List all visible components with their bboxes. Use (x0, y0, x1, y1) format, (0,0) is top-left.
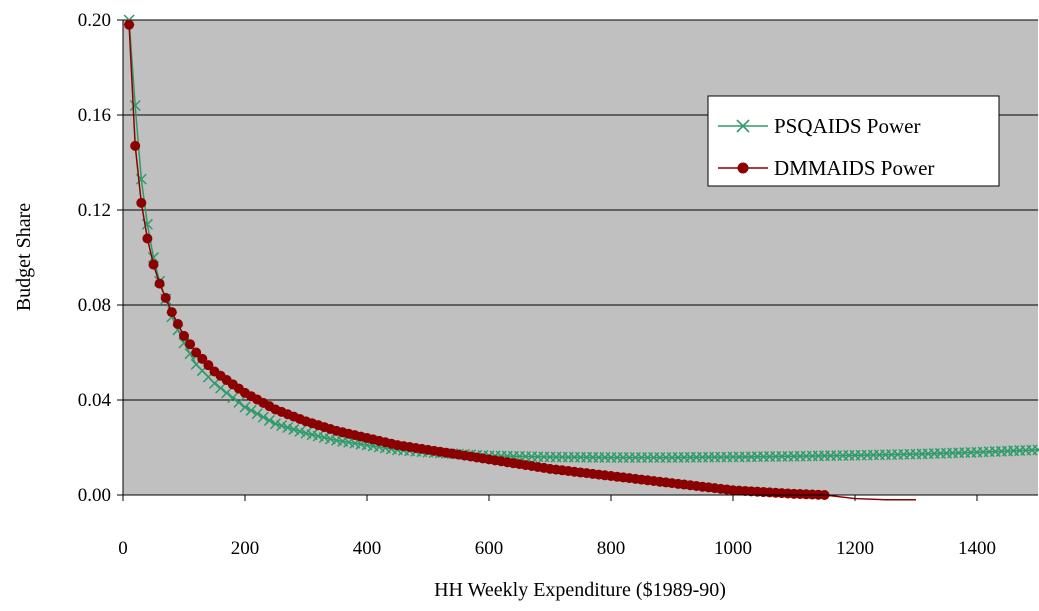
data-point (148, 259, 159, 270)
y-tick-label: 0.12 (78, 200, 111, 221)
data-point (203, 360, 214, 371)
data-point (147, 251, 160, 264)
data-point (215, 382, 227, 394)
data-point (1032, 444, 1039, 456)
data-point (136, 197, 147, 208)
x-tick-label: 1400 (958, 538, 996, 559)
data-point (269, 418, 282, 430)
data-point (142, 233, 153, 244)
legend-label-dmmaids: DMMAIDS Power (774, 156, 934, 180)
data-point (185, 339, 196, 350)
data-point (191, 347, 202, 358)
series-layer (123, 14, 1039, 501)
data-point (233, 396, 245, 408)
data-point (166, 307, 177, 318)
legend-label-psqaids: PSQAIDS Power (774, 114, 920, 138)
y-ticks: 0.00 0.04 0.08 0.12 0.16 0.20 (78, 10, 123, 506)
data-point (239, 401, 251, 413)
data-point (276, 420, 288, 432)
x-tick-label: 600 (475, 538, 504, 559)
y-tick-label: 0.04 (78, 390, 112, 411)
x-tick-label: 0 (118, 538, 128, 559)
y-tick-label: 0.20 (78, 10, 111, 31)
data-point (257, 411, 269, 423)
data-point (251, 408, 263, 420)
data-point (263, 414, 275, 426)
y-tick-label: 0.00 (78, 485, 111, 506)
data-point (288, 423, 300, 435)
y-tick-label: 0.08 (78, 295, 111, 316)
legend-marker-dmmaids (737, 162, 749, 174)
legend-marker-psqaids (736, 119, 750, 133)
data-point (227, 392, 239, 404)
x-axis-title: HH Weekly Expenditure ($1989-90) (434, 579, 726, 601)
data-point (221, 387, 233, 399)
y-tick-label: 0.16 (78, 105, 111, 126)
x-ticks: 0 200 400 600 800 1000 1200 1400 (118, 495, 996, 559)
x-tick-label: 200 (231, 538, 260, 559)
data-point (160, 292, 171, 303)
data-point (129, 99, 141, 112)
data-point (197, 353, 208, 364)
x-tick-label: 1200 (836, 538, 874, 559)
data-point (294, 425, 306, 437)
data-point (245, 404, 257, 416)
x-tick-label: 1000 (714, 538, 752, 559)
legend-box (707, 95, 1000, 187)
data-point (154, 278, 165, 289)
data-point (124, 19, 135, 30)
legend: PSQAIDS Power DMMAIDS Power (707, 95, 1000, 187)
data-point (172, 319, 183, 329)
data-point (282, 422, 294, 434)
x-tick-label: 800 (597, 538, 626, 559)
y-axis-title: Budget Share (13, 203, 35, 311)
plot-area (123, 20, 1038, 495)
data-point (208, 377, 221, 389)
data-point (130, 140, 141, 151)
x-tick-label: 400 (353, 538, 382, 559)
data-point (179, 330, 189, 341)
